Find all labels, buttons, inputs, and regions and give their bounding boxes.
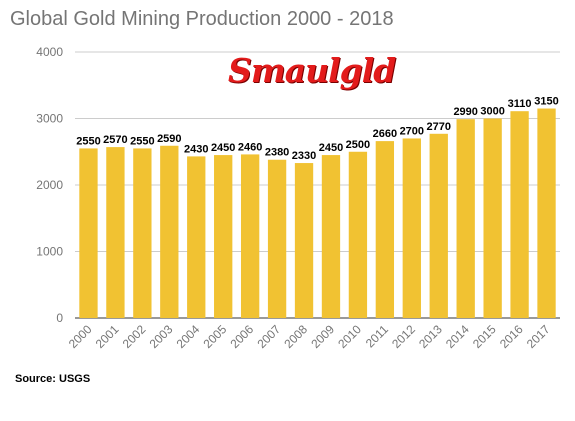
bar-2009 — [321, 155, 341, 318]
bar-2010 — [348, 151, 368, 318]
x-tick-label-2003: 2003 — [147, 322, 176, 351]
x-tick-label-2011: 2011 — [363, 322, 391, 350]
bar-2016 — [510, 111, 529, 318]
data-label-2000: 2550 — [76, 135, 100, 147]
x-tick-label-2016: 2016 — [497, 322, 526, 351]
x-tick-label-2012: 2012 — [389, 322, 418, 351]
x-tick-label-2017: 2017 — [524, 322, 553, 351]
data-label-2011: 2660 — [373, 128, 397, 140]
data-label-2001: 2570 — [103, 134, 127, 146]
y-axis-ticks: 0 1000 2000 3000 4000 — [36, 45, 63, 325]
bar-2007 — [267, 159, 287, 318]
gridlines — [75, 51, 560, 319]
y-tick-label: 4000 — [36, 45, 63, 59]
x-tick-label-2013: 2013 — [416, 322, 445, 351]
bar-2001 — [106, 147, 125, 318]
bar-2004 — [187, 156, 206, 318]
data-label-2005: 2450 — [211, 142, 235, 154]
data-label-2002: 2550 — [130, 135, 154, 147]
x-tick-label-2001: 2001 — [93, 322, 122, 351]
x-tick-label-2004: 2004 — [174, 322, 203, 351]
bar-2011 — [375, 141, 395, 318]
x-axis-ticks: 2000200120022003200420052006200720082009… — [66, 322, 553, 351]
bar-2008 — [294, 163, 314, 318]
y-tick-label: 2000 — [36, 178, 63, 192]
x-tick-label-2007: 2007 — [254, 322, 283, 351]
data-label-2006: 2460 — [238, 141, 262, 153]
brand-logo: Smaulgld — [228, 51, 396, 90]
x-tick-label-2006: 2006 — [227, 322, 256, 351]
bar-2012 — [402, 138, 421, 318]
bar-2006 — [240, 154, 260, 318]
x-tick-label-2014: 2014 — [443, 322, 472, 351]
chart-title: Global Gold Mining Production 2000 - 201… — [10, 8, 394, 30]
x-tick-label-2010: 2010 — [335, 322, 364, 351]
x-tick-label-2015: 2015 — [470, 322, 499, 351]
bar-2015 — [483, 118, 502, 318]
data-label-2009: 2450 — [319, 142, 343, 154]
bar-2002 — [133, 148, 152, 318]
data-label-2013: 2770 — [427, 121, 451, 133]
y-tick-label: 3000 — [36, 112, 63, 126]
bar-2003 — [160, 145, 179, 318]
x-tick-label-2000: 2000 — [66, 322, 95, 351]
data-label-2014: 2990 — [453, 106, 477, 118]
data-label-2017: 3150 — [534, 96, 558, 108]
x-tick-label-2009: 2009 — [308, 322, 337, 351]
x-tick-label-2002: 2002 — [120, 322, 149, 351]
bars — [79, 108, 556, 319]
data-label-2004: 2430 — [184, 143, 208, 155]
bar-2005 — [214, 155, 233, 318]
bar-2000 — [79, 148, 98, 318]
data-label-2007: 2380 — [265, 147, 289, 159]
y-tick-label: 1000 — [36, 245, 63, 259]
data-label-2003: 2590 — [157, 133, 181, 145]
x-tick-label-2008: 2008 — [281, 322, 310, 351]
source-note: Source: USGS — [15, 373, 91, 385]
bar-2013 — [429, 133, 448, 318]
data-label-2015: 3000 — [480, 106, 504, 118]
x-tick-label-2005: 2005 — [201, 322, 230, 351]
bar-2017 — [537, 108, 556, 319]
data-label-2010: 2500 — [346, 139, 370, 151]
data-label-2016: 3110 — [508, 98, 532, 110]
data-label-2008: 2330 — [292, 150, 316, 162]
y-tick-label: 0 — [56, 311, 63, 325]
data-label-2012: 2700 — [400, 125, 424, 137]
bar-2014 — [456, 119, 475, 318]
